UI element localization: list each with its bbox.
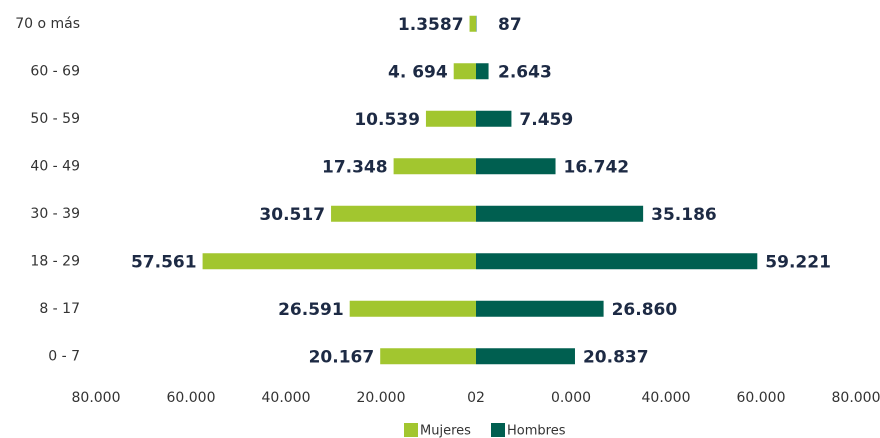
x-tick-label: 40.000 (642, 390, 691, 406)
x-tick-label: 0.000 (551, 390, 591, 406)
y-tick-label: 60 - 69 (30, 63, 80, 79)
bar (476, 205, 644, 222)
legend-label: Mujeres (420, 424, 471, 438)
bar (469, 15, 476, 32)
value-label: 26.860 (612, 300, 678, 320)
legend-swatch (404, 423, 418, 437)
x-tick-label: 60.000 (167, 390, 216, 406)
value-label: 17.348 (322, 157, 388, 177)
bar (393, 158, 476, 175)
value-label: 10.539 (354, 110, 420, 130)
y-tick-label: 40 - 49 (30, 158, 80, 174)
legend-swatch (491, 423, 505, 437)
bar (476, 300, 604, 317)
bar (476, 110, 512, 127)
bar (425, 110, 476, 127)
bar (476, 63, 489, 80)
value-label: 7.459 (519, 110, 573, 130)
value-label: 16.742 (564, 157, 630, 177)
value-label: 87 (498, 15, 522, 35)
value-label: 1.3587 (398, 15, 464, 35)
bar (349, 300, 476, 317)
value-label: 2.643 (498, 62, 552, 82)
bar (380, 348, 476, 365)
y-tick-label: 30 - 39 (30, 206, 80, 222)
value-label: 4. 694 (388, 62, 448, 82)
value-label: 30.517 (259, 205, 325, 225)
bar (202, 253, 476, 270)
y-tick-label: 70 o más (15, 16, 80, 32)
value-label: 20.837 (583, 347, 649, 367)
x-tick-label: 80.000 (832, 390, 880, 406)
value-label: 57.561 (131, 252, 197, 272)
y-tick-label: 8 - 17 (39, 301, 80, 317)
value-label: 35.186 (651, 205, 717, 225)
x-tick-label: 02 (467, 390, 485, 406)
y-tick-label: 50 - 59 (30, 111, 80, 127)
bar (476, 253, 758, 270)
value-label: 26.591 (278, 300, 344, 320)
value-label: 59.221 (765, 252, 831, 272)
y-tick-label: 0 - 7 (48, 348, 80, 364)
bar (331, 205, 476, 222)
bar (453, 63, 476, 80)
x-tick-label: 20.000 (357, 390, 406, 406)
legend-label: Hombres (507, 424, 566, 438)
y-tick-label: 18 - 29 (30, 253, 80, 269)
bar (476, 158, 556, 175)
x-tick-label: 60.000 (737, 390, 786, 406)
x-tick-label: 40.000 (262, 390, 311, 406)
bar (476, 348, 575, 365)
value-label: 20.167 (309, 347, 375, 367)
x-tick-label: 80.000 (72, 390, 121, 406)
